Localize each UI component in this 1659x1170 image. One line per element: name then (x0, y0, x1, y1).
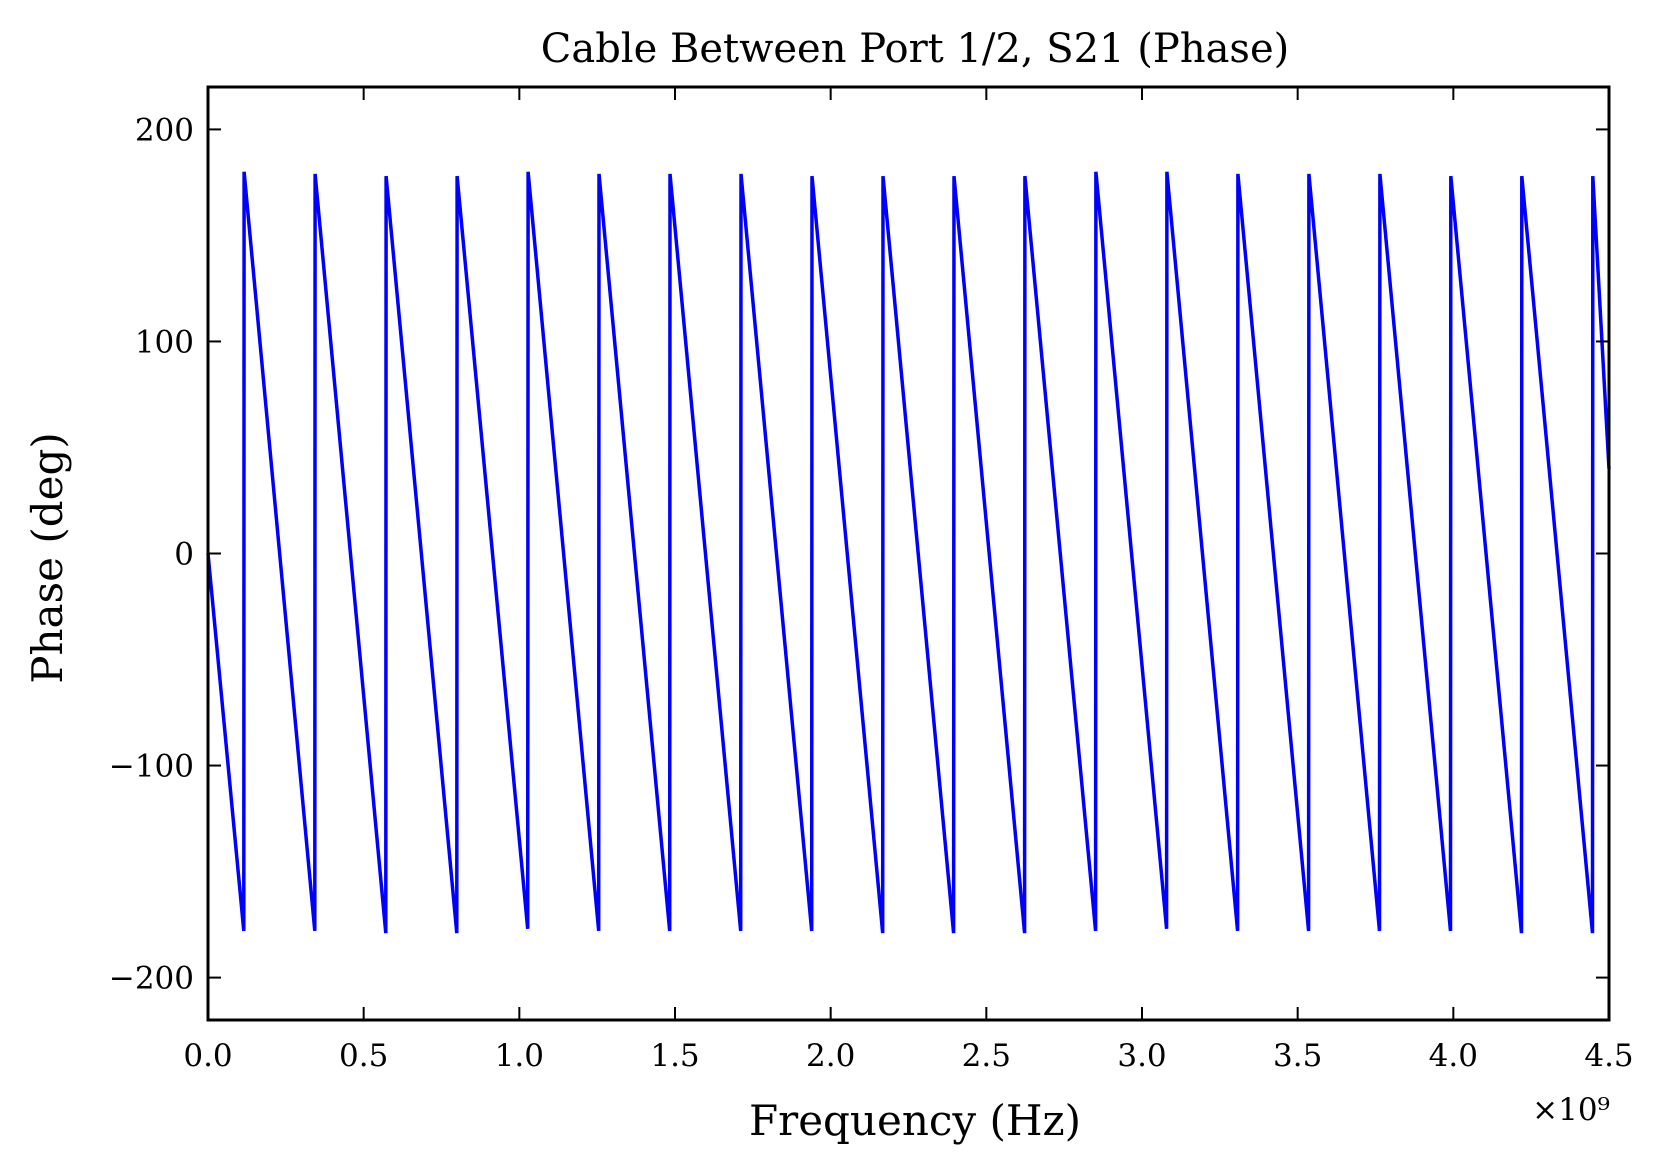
y-tick-label: −200 (109, 961, 194, 997)
x-tick-label: 3.5 (1273, 1038, 1322, 1074)
x-tick-label: 1.0 (495, 1038, 544, 1074)
y-tick-label: 200 (135, 112, 194, 148)
series-layer (206, 171, 1611, 934)
series-line-0 (206, 171, 1611, 934)
y-tick-label: 100 (135, 324, 194, 360)
y-axis-label: Phase (deg) (23, 432, 72, 684)
x-tick-label: 4.5 (1584, 1038, 1633, 1074)
x-axis-label: Frequency (Hz) (749, 1096, 1081, 1145)
tick-layer: 0.0 0.5 1.0 1.5 2.0 2.5 3.0 3.5 4.0 4.5 −200 −100 0 1… (109, 87, 1634, 1074)
y-tick-label: 0 (174, 537, 194, 573)
x-tick-label: 2.5 (962, 1038, 1011, 1074)
x-tick-label: 1.5 (650, 1038, 699, 1074)
x-axis-offset-label: ×10⁹ (1532, 1092, 1610, 1128)
y-tick-label: −100 (109, 749, 194, 785)
chart-title: Cable Between Port 1/2, S21 (Phase) (541, 26, 1289, 72)
x-tick-label: 2.0 (806, 1038, 855, 1074)
x-tick-label: 0.5 (339, 1038, 388, 1074)
x-tick-label: 4.0 (1429, 1038, 1478, 1074)
x-tick-label: 3.0 (1117, 1038, 1166, 1074)
x-tick-label: 0.0 (183, 1038, 232, 1074)
plot-frame (206, 85, 1611, 1022)
